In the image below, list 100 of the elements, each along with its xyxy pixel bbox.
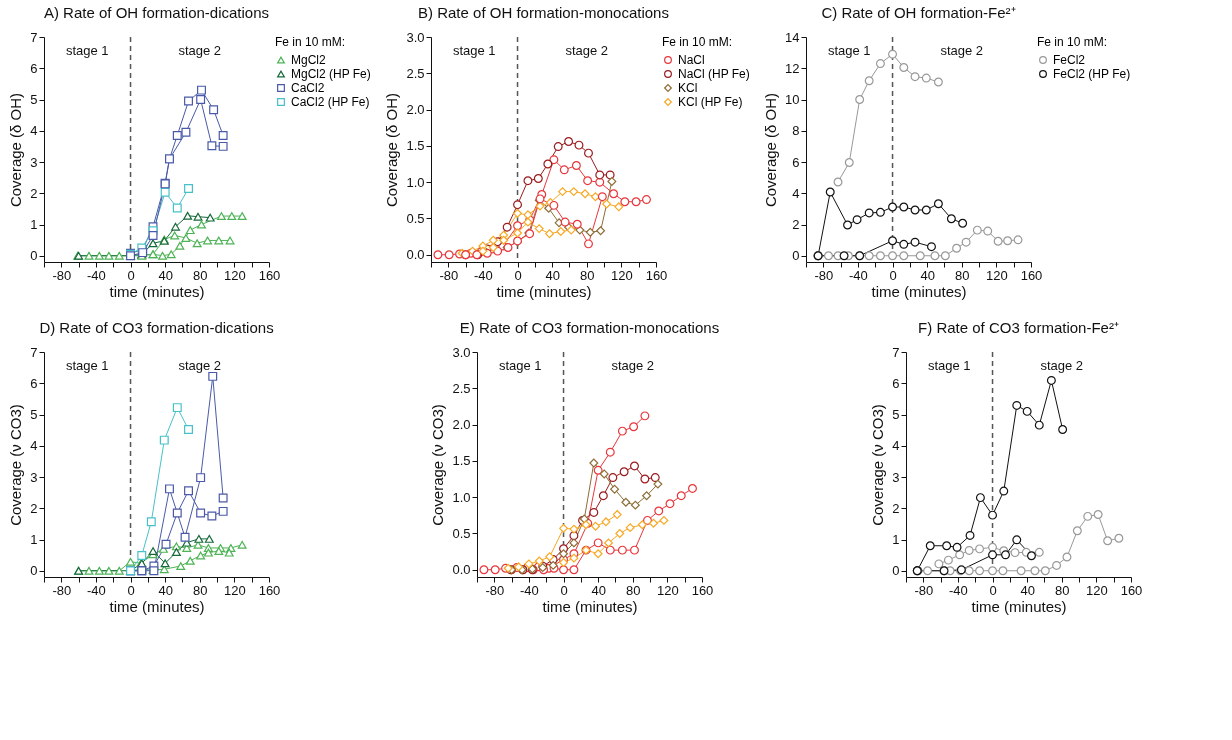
legend-label: MgCl2 [291,53,326,67]
chart-title: D) Rate of CO3 formation-dications [39,319,274,336]
annotation: stage 2 [611,358,655,373]
legend-title: Fe in 10 mM: [275,35,346,49]
x-axis-title: time (minutes) [109,597,205,615]
y-tick-label: 0.5 [452,525,471,541]
annotation: stage 2 [940,43,984,58]
y-axis-title: Coverage (ν CO3) [429,404,447,526]
y-tick-label: 5 [892,407,900,422]
x-tick-label: -80 [485,582,505,598]
x-tick-label: 40 [158,582,173,598]
x-tick-label: 80 [626,582,641,598]
y-tick-label: 0 [30,563,38,579]
y-tick-label: 1 [892,532,900,547]
y-tick-label: 6 [30,60,38,76]
annotation: stage 1 [927,358,971,373]
y-tick-label: 2 [30,185,38,201]
x-tick-label: -80 [52,582,72,598]
x-tick-label: -80 [914,582,934,598]
y-axis-title: Coverage (δ OH) [762,92,780,208]
x-tick-label: -40 [87,267,106,283]
chart-title: F) Rate of CO3 formation-Fe²⁺ [918,319,1119,336]
x-tick-label: 160 [1020,267,1043,283]
y-tick-label: 1.5 [406,138,425,154]
x-tick-label: 40 [920,267,935,283]
y-tick-label: 1.0 [406,174,425,190]
y-tick-label: 0 [792,248,800,264]
y-tick-label: 0.0 [452,562,471,578]
x-tick-label: -80 [52,267,72,283]
x-tick-label: 0 [127,267,135,283]
y-tick-label: 4 [892,438,900,454]
legend-label: KCl (HP Fe) [678,95,743,109]
x-tick-label: 160 [1120,582,1143,598]
x-tick-label: 160 [258,267,281,283]
y-tick-label: 0.0 [406,247,425,263]
x-tick-label: 120 [224,267,246,283]
x-tick-label: -40 [520,582,539,598]
annotation: stage 1 [65,358,109,373]
y-tick-label: 3 [892,469,900,485]
x-axis-title: time (minutes) [542,597,638,615]
x-tick-label: 160 [691,582,714,598]
x-tick-label: 80 [193,267,208,283]
y-tick-label: 1 [30,532,38,547]
legend-title: Fe in 10 mM: [662,35,733,49]
x-tick-label: -40 [87,582,106,598]
chart-title: C) Rate of OH formation-Fe²⁺ [821,4,1016,21]
x-tick-label: -80 [439,267,459,283]
x-axis-title: time (minutes) [496,282,592,300]
x-tick-label: -40 [849,267,868,283]
y-tick-label: 4 [30,123,38,139]
y-tick-label: 4 [30,438,38,454]
y-tick-label: 6 [30,375,38,391]
x-tick-label: 40 [158,267,173,283]
x-tick-label: 80 [580,267,595,283]
y-tick-label: 1.0 [452,489,471,505]
x-tick-label: 80 [193,582,208,598]
x-tick-label: 80 [955,267,970,283]
x-tick-label: 160 [258,582,281,598]
y-tick-label: 0 [30,248,38,264]
y-tick-label: 2.5 [406,65,425,81]
x-axis-title: time (minutes) [971,597,1067,615]
x-tick-label: 120 [1086,582,1108,598]
y-tick-label: 8 [792,123,800,139]
legend-label: CaCl2 (HP Fe) [291,95,370,109]
y-tick-label: 2.0 [452,417,471,433]
annotation: stage 1 [65,43,109,58]
y-tick-label: 12 [785,60,800,76]
y-tick-label: 2 [792,217,800,232]
y-tick-label: 14 [785,29,800,45]
y-tick-label: 10 [785,92,800,107]
legend-label: CaCl2 [291,81,325,95]
y-axis-title: Coverage (δ OH) [383,92,401,208]
legend-label: NaCl (HP Fe) [678,67,750,81]
y-tick-label: 2 [892,500,900,516]
x-tick-label: 120 [986,267,1008,283]
y-tick-label: 2.5 [452,380,471,396]
y-tick-label: 7 [892,344,900,360]
annotation: stage 1 [452,43,496,58]
annotation: stage 1 [498,358,542,373]
legend-label: NaCl [678,53,705,67]
y-tick-label: 7 [30,29,38,45]
annotation: stage 2 [565,43,609,58]
x-tick-label: 40 [591,582,606,598]
y-tick-label: 6 [892,375,900,391]
annotation: stage 2 [178,43,222,58]
y-tick-label: 6 [792,154,800,170]
x-tick-label: 0 [127,582,135,598]
y-axis-title: Coverage (δ OH) [7,92,25,208]
y-tick-label: 5 [30,92,38,107]
x-tick-label: 0 [989,582,997,598]
legend-label: MgCl2 (HP Fe) [291,67,371,81]
y-axis-title: Coverage (ν CO3) [7,404,25,526]
x-axis-title: time (minutes) [871,282,967,300]
x-tick-label: 0 [560,582,568,598]
legend-label: FeCl2 [1053,53,1086,67]
legend-label: FeCl2 (HP Fe) [1053,67,1131,81]
x-axis-title: time (minutes) [109,282,205,300]
y-tick-label: 4 [792,185,800,201]
y-tick-label: 5 [30,407,38,422]
x-tick-label: 40 [545,267,560,283]
